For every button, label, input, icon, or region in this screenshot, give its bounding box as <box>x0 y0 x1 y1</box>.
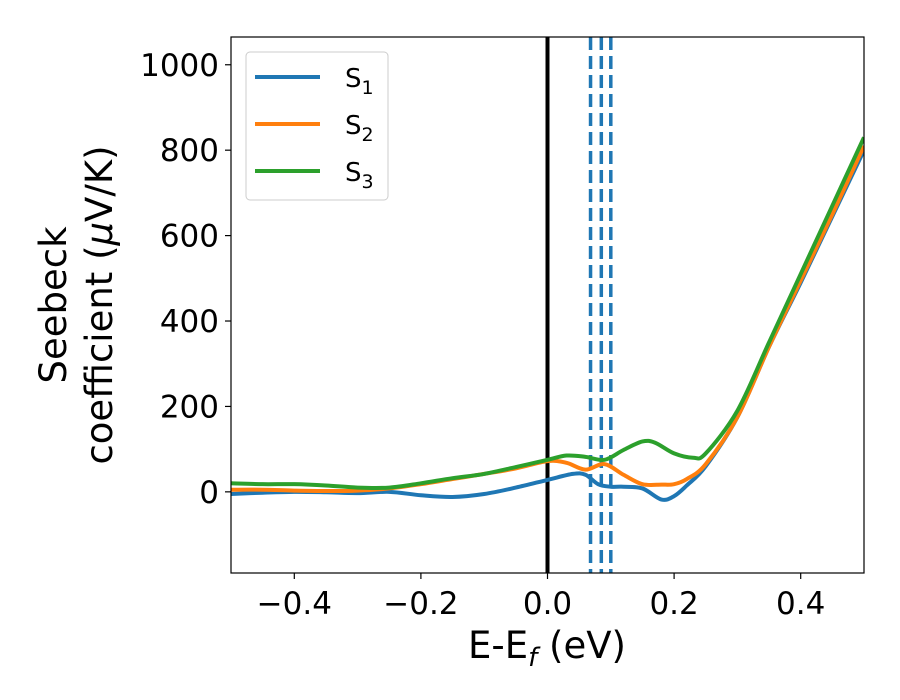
x-tick-label: 0.4 <box>776 586 825 622</box>
x-tick-label: −0.2 <box>383 586 458 622</box>
y-axis-title-line2: coefficient (μV/K) <box>78 145 121 464</box>
series-line-s2 <box>231 145 864 493</box>
y-tick-label: 600 <box>160 219 219 255</box>
series-line-s3 <box>231 136 864 490</box>
series-lines <box>231 136 864 502</box>
x-tick-label: 0.0 <box>523 586 572 622</box>
y-axis-title-mu: μ <box>78 222 121 247</box>
x-axis: −0.4 −0.2 0.0 0.2 0.4 <box>257 573 825 622</box>
x-axis-title: E-Ef (eV) <box>468 624 626 673</box>
y-tick-label: 0 <box>199 475 219 511</box>
y-axis-title-line1: Seebeck <box>32 226 75 384</box>
y-tick-label: 1000 <box>140 48 219 84</box>
legend-label-s2: S2 <box>345 111 374 146</box>
y-tick-label: 400 <box>160 304 219 340</box>
y-axis-title: Seebeck coefficient (μV/K) <box>32 145 121 464</box>
legend-label-s1: S1 <box>345 64 374 99</box>
y-axis-title-unit: V/K) <box>78 145 121 221</box>
x-tick-label: −0.4 <box>257 586 332 622</box>
y-axis: 0 200 400 600 800 1000 <box>140 48 231 511</box>
y-tick-label: 800 <box>160 133 219 169</box>
x-axis-title-unit: (eV) <box>537 624 626 667</box>
x-tick-label: 0.2 <box>649 586 698 622</box>
legend: S1 S2 S3 <box>245 51 389 201</box>
legend-label-s3: S3 <box>345 158 374 193</box>
y-tick-label: 200 <box>160 389 219 425</box>
